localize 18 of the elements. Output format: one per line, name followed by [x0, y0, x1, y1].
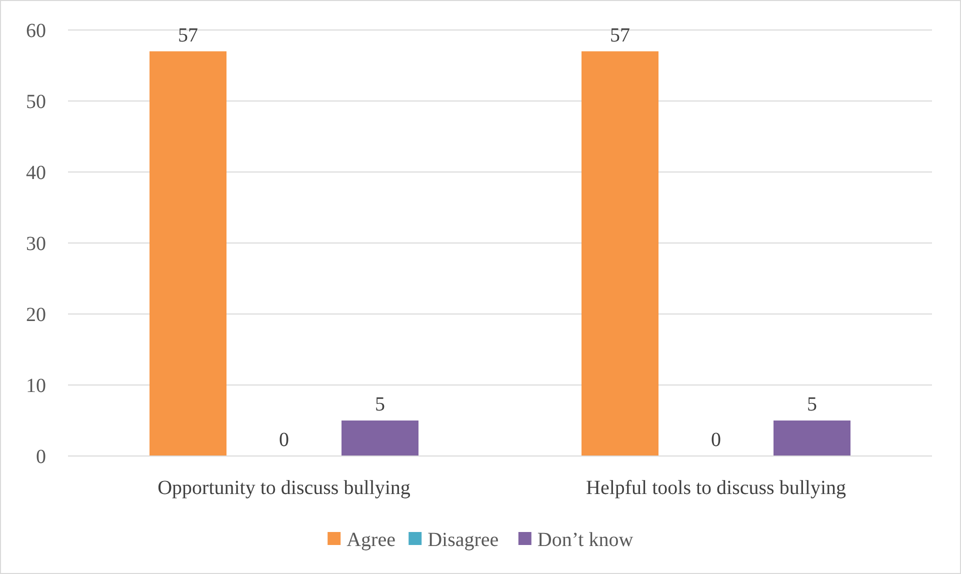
legend-label: Don’t know: [537, 529, 634, 551]
y-tick-label: 0: [36, 446, 46, 468]
x-tick-label: Helpful tools to discuss bullying: [586, 477, 846, 499]
y-tick-label: 20: [26, 304, 46, 326]
y-tick-label: 50: [26, 91, 46, 113]
y-tick-label: 60: [26, 20, 46, 42]
data-label: 0: [711, 429, 721, 451]
legend-label: Disagree: [428, 529, 499, 551]
x-tick-label: Opportunity to discuss bullying: [158, 477, 410, 499]
legend-label: Agree: [346, 529, 396, 551]
y-tick-label: 10: [26, 375, 46, 397]
y-tick-label: 30: [26, 233, 46, 255]
data-label: 0: [279, 429, 289, 451]
data-label: 5: [807, 394, 817, 416]
y-tick-label: 40: [26, 162, 46, 184]
data-label: 57: [178, 24, 198, 46]
data-label: 57: [610, 24, 630, 46]
data-label: 5: [375, 394, 385, 416]
